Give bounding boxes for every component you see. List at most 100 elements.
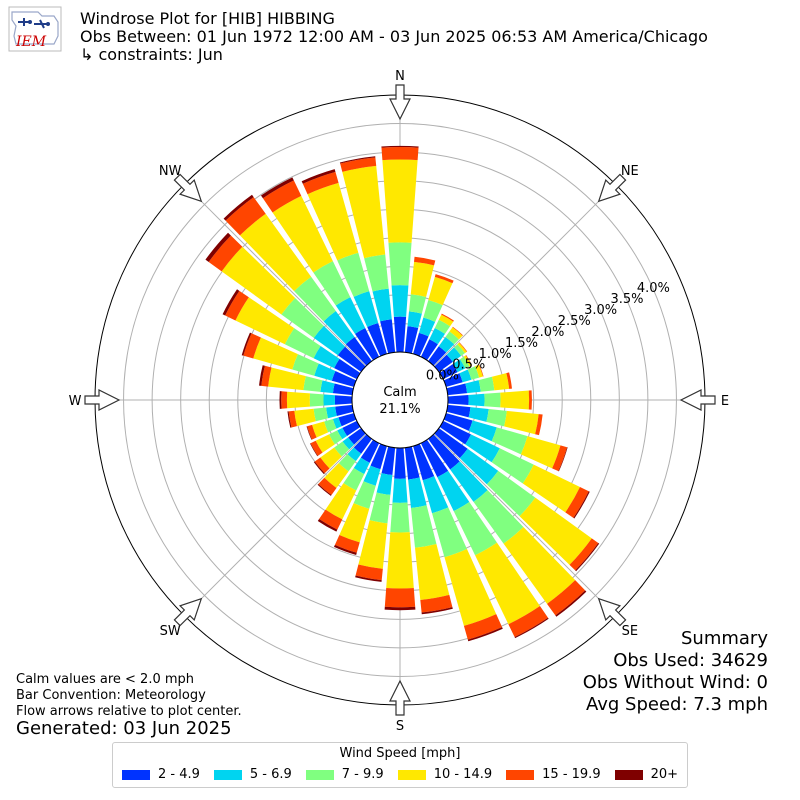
bar-segment (353, 457, 370, 475)
summary-obs-without-wind: Obs Without Wind: 0 (582, 672, 768, 693)
flow-arrow-shape (597, 597, 627, 627)
bar-segment (443, 413, 473, 431)
bar-segment (239, 213, 312, 292)
bar-segment (272, 195, 333, 273)
bar-segment (573, 491, 590, 519)
bar-segment (294, 276, 336, 322)
legend-label: 5 - 6.9 (249, 767, 292, 782)
bar-segment (558, 447, 568, 472)
bar-segment (243, 333, 261, 359)
bar-segment (475, 364, 484, 378)
bar-segment (225, 290, 249, 321)
bar-segment (312, 421, 329, 438)
bar-segment (552, 445, 568, 472)
bar-segment (404, 446, 420, 480)
bar-segment (288, 410, 297, 428)
chart-subtitle: Obs Between: 01 Jun 1972 12:00 AM - 03 J… (80, 27, 708, 46)
bar-segment (338, 413, 357, 427)
chart-title-block: Windrose Plot for [HIB] HIBBING Obs Betw… (80, 10, 708, 64)
calm-value: 21.1% (379, 402, 420, 417)
flow-arrow-icon (389, 679, 411, 716)
grid-spoke (183, 183, 367, 367)
bar-segment (457, 342, 467, 354)
bar-segment (491, 448, 534, 484)
bar-segment (208, 235, 243, 272)
bar-segment (441, 313, 454, 322)
bar-segment (323, 394, 336, 406)
bar-segment (332, 383, 354, 396)
legend-item: 20+ (614, 767, 679, 782)
bar-segment (292, 354, 319, 376)
bar-segment (486, 470, 536, 517)
legend-item: 5 - 6.9 (213, 767, 292, 782)
bar-segment (313, 261, 351, 306)
calm-circle (351, 351, 449, 449)
bar-segment (446, 383, 468, 396)
bar-segment (353, 481, 376, 509)
legend-item: 15 - 19.9 (506, 767, 601, 782)
bar-segment (428, 434, 460, 470)
bar-segment (347, 447, 362, 462)
radial-tick-label: 1.0% (479, 347, 512, 362)
legend-label: 15 - 19.9 (542, 767, 601, 782)
bar-segment (434, 319, 451, 334)
bar-segment (337, 252, 370, 297)
bar-segment (315, 434, 335, 453)
legend-label: 7 - 9.9 (341, 767, 384, 782)
bar-segment (225, 197, 266, 236)
summary-heading: Summary (681, 628, 768, 649)
bar-segment (260, 177, 294, 199)
bar-segment (413, 443, 435, 481)
bar-segment (353, 434, 372, 454)
bar-segment (547, 580, 586, 616)
bar-segment (463, 355, 472, 367)
bar-segment (384, 587, 416, 608)
bar-segment (453, 502, 497, 556)
bar-segment (449, 327, 463, 340)
generated-date: Generated: 03 Jun 2025 (16, 718, 232, 739)
bar-segment (465, 355, 473, 366)
bar-segment (465, 434, 500, 463)
bar-segment (514, 617, 549, 639)
bar-segment (353, 291, 379, 328)
bar-segment (335, 297, 366, 334)
legend-swatch (397, 769, 426, 780)
flow-arrow-shape (597, 173, 627, 203)
compass-label: W (69, 394, 82, 409)
bar-segment (345, 336, 372, 366)
bar-segment (447, 394, 469, 406)
chart-title: Windrose Plot for [HIB] HIBBING (80, 9, 335, 28)
bar-segment (339, 503, 370, 543)
legend-item: 7 - 9.9 (305, 767, 384, 782)
bar-segment (463, 614, 503, 640)
bar-segment (390, 502, 410, 533)
bar-segment (307, 182, 359, 261)
radial-tick-label: 4.0% (637, 281, 670, 296)
radial-tick-label: 2.0% (531, 325, 564, 340)
bar-segment (486, 409, 507, 427)
bar-segment (284, 328, 321, 359)
radial-tick-label: 2.5% (558, 314, 591, 329)
grid-spoke (433, 183, 617, 367)
legend-label: 20+ (650, 767, 679, 782)
bar-segment (381, 446, 396, 476)
bar-segment (313, 346, 340, 369)
bar-segment (504, 410, 539, 435)
bar-segment (355, 575, 382, 582)
bar-segment (491, 373, 510, 391)
bar-segment (468, 393, 485, 407)
bar-segment (437, 470, 470, 512)
bar-segment (465, 380, 481, 394)
flow-arrow-icon (173, 173, 203, 203)
flow-arrow-shape (173, 173, 203, 203)
radial-tick-label: 3.5% (611, 292, 644, 307)
bar-segment (338, 454, 356, 472)
bar-segment (478, 364, 484, 377)
bar-segment (454, 344, 465, 356)
bar-segment (484, 392, 501, 408)
bar-segment (443, 373, 463, 387)
bar-segment (434, 428, 468, 459)
bar-segment (413, 332, 429, 357)
bar-segment (475, 542, 540, 625)
